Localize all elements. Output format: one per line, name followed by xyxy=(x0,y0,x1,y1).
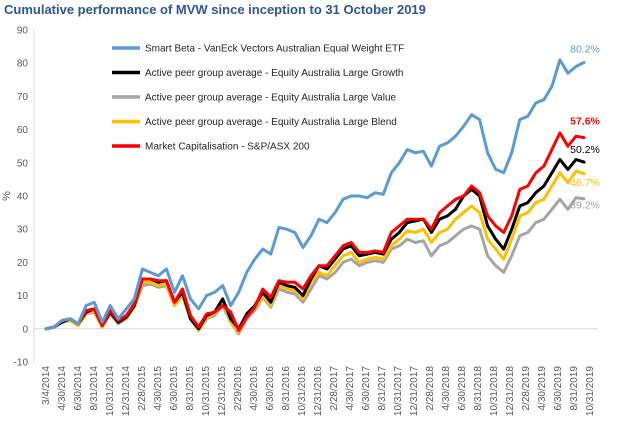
legend-entry-label: Market Capitalisation - S&P/ASX 200 xyxy=(145,142,310,153)
x-tick-label: 8/31/2014 xyxy=(89,366,100,411)
y-tick-label: -10 xyxy=(14,358,29,369)
y-tick-label: 90 xyxy=(17,26,29,37)
x-tick-label: 10/31/2017 xyxy=(393,366,404,416)
series-end-label: 80.2% xyxy=(570,44,600,56)
y-tick-label: 30 xyxy=(17,225,29,236)
x-tick-label: 10/31/2016 xyxy=(297,366,308,416)
x-tick-label: 12/31/2018 xyxy=(505,366,516,416)
x-tick-label: 12/31/2016 xyxy=(313,366,324,416)
series-lines xyxy=(44,58,586,336)
x-tick-label: 4/30/2015 xyxy=(153,366,164,411)
x-tick-label: 2/28/2017 xyxy=(329,366,340,411)
x-tick-label: 2/28/2019 xyxy=(521,366,532,411)
x-tick-label: 8/31/2016 xyxy=(281,366,292,411)
x-tick-label: 6/30/2016 xyxy=(265,366,276,411)
y-tick-label: 0 xyxy=(22,324,28,335)
series-end-label: 46.7% xyxy=(570,177,600,189)
x-tick-label: 4/30/2016 xyxy=(249,366,260,411)
x-tick-label: 6/30/2018 xyxy=(457,366,468,411)
chart-title: Cumulative performance of MVW since ince… xyxy=(4,2,426,17)
legend-entry-label: Smart Beta - VanEck Vectors Australian E… xyxy=(145,44,404,55)
y-axis-tick-labels: -10 0 10 20 30 40 50 60 70 80 90 xyxy=(14,26,29,369)
series-line-0 xyxy=(44,58,586,331)
x-tick-label: 2/29/2016 xyxy=(233,366,244,411)
x-tick-label: 8/31/2017 xyxy=(377,366,388,411)
y-tick-label: 60 xyxy=(17,125,29,136)
x-tick-label: 10/31/2014 xyxy=(105,366,116,416)
series-end-label: 57.6% xyxy=(570,116,600,128)
x-tick-label: 6/30/2017 xyxy=(361,366,372,411)
x-tick-label: 3/4/2014 xyxy=(41,366,52,405)
y-tick-label: 20 xyxy=(17,258,29,269)
x-tick-label: 4/30/2019 xyxy=(537,366,548,411)
series-line-1 xyxy=(44,158,586,331)
x-tick-label: 12/31/2014 xyxy=(121,366,132,416)
x-tick-label: 10/31/2019 xyxy=(585,366,596,416)
x-tick-label: 10/31/2015 xyxy=(201,366,212,416)
y-tick-label: 70 xyxy=(17,92,29,103)
legend-entry-label: Active peer group average - Equity Austr… xyxy=(145,117,397,128)
x-tick-label: 6/30/2014 xyxy=(73,366,84,411)
legend-entry-label: Active peer group average - Equity Austr… xyxy=(145,68,403,79)
x-tick-label: 8/31/2015 xyxy=(185,366,196,411)
y-tick-label: 40 xyxy=(17,192,29,203)
x-tick-label: 12/31/2017 xyxy=(409,366,420,416)
legend-entry-label: Active peer group average - Equity Austr… xyxy=(145,93,397,104)
x-tick-label: 6/30/2015 xyxy=(169,366,180,411)
series-line-4 xyxy=(44,131,586,332)
series-end-label: 50.2% xyxy=(570,144,600,156)
y-tick-label: 50 xyxy=(17,158,29,169)
x-axis-tick-labels: 3/4/2014 4/30/2014 6/30/2014 8/31/2014 10/31… xyxy=(41,366,596,416)
chart-axes xyxy=(33,30,598,362)
series-end-label: 39.2% xyxy=(570,200,600,212)
series-end-labels: 39.2% 46.7% 50.2% 57.6% 80.2% xyxy=(570,44,600,212)
x-tick-label: 8/31/2019 xyxy=(569,366,580,411)
x-tick-label: 4/30/2017 xyxy=(345,366,356,411)
x-tick-label: 4/30/2014 xyxy=(57,366,68,411)
x-tick-label: 8/31/2018 xyxy=(473,366,484,411)
y-tick-label: 10 xyxy=(17,291,29,302)
legend: Smart Beta - VanEck Vectors Australian E… xyxy=(112,44,404,153)
y-tick-label: 80 xyxy=(17,59,29,70)
x-tick-label: 6/30/2019 xyxy=(553,366,564,411)
x-tick-label: 2/28/2015 xyxy=(137,366,148,411)
y-axis-label: % xyxy=(1,191,13,201)
x-tick-label: 10/31/2018 xyxy=(489,366,500,416)
x-tick-label: 4/30/2018 xyxy=(441,366,452,411)
x-tick-label: 12/31/2015 xyxy=(217,366,228,416)
x-tick-label: 2/28/2018 xyxy=(425,366,436,411)
